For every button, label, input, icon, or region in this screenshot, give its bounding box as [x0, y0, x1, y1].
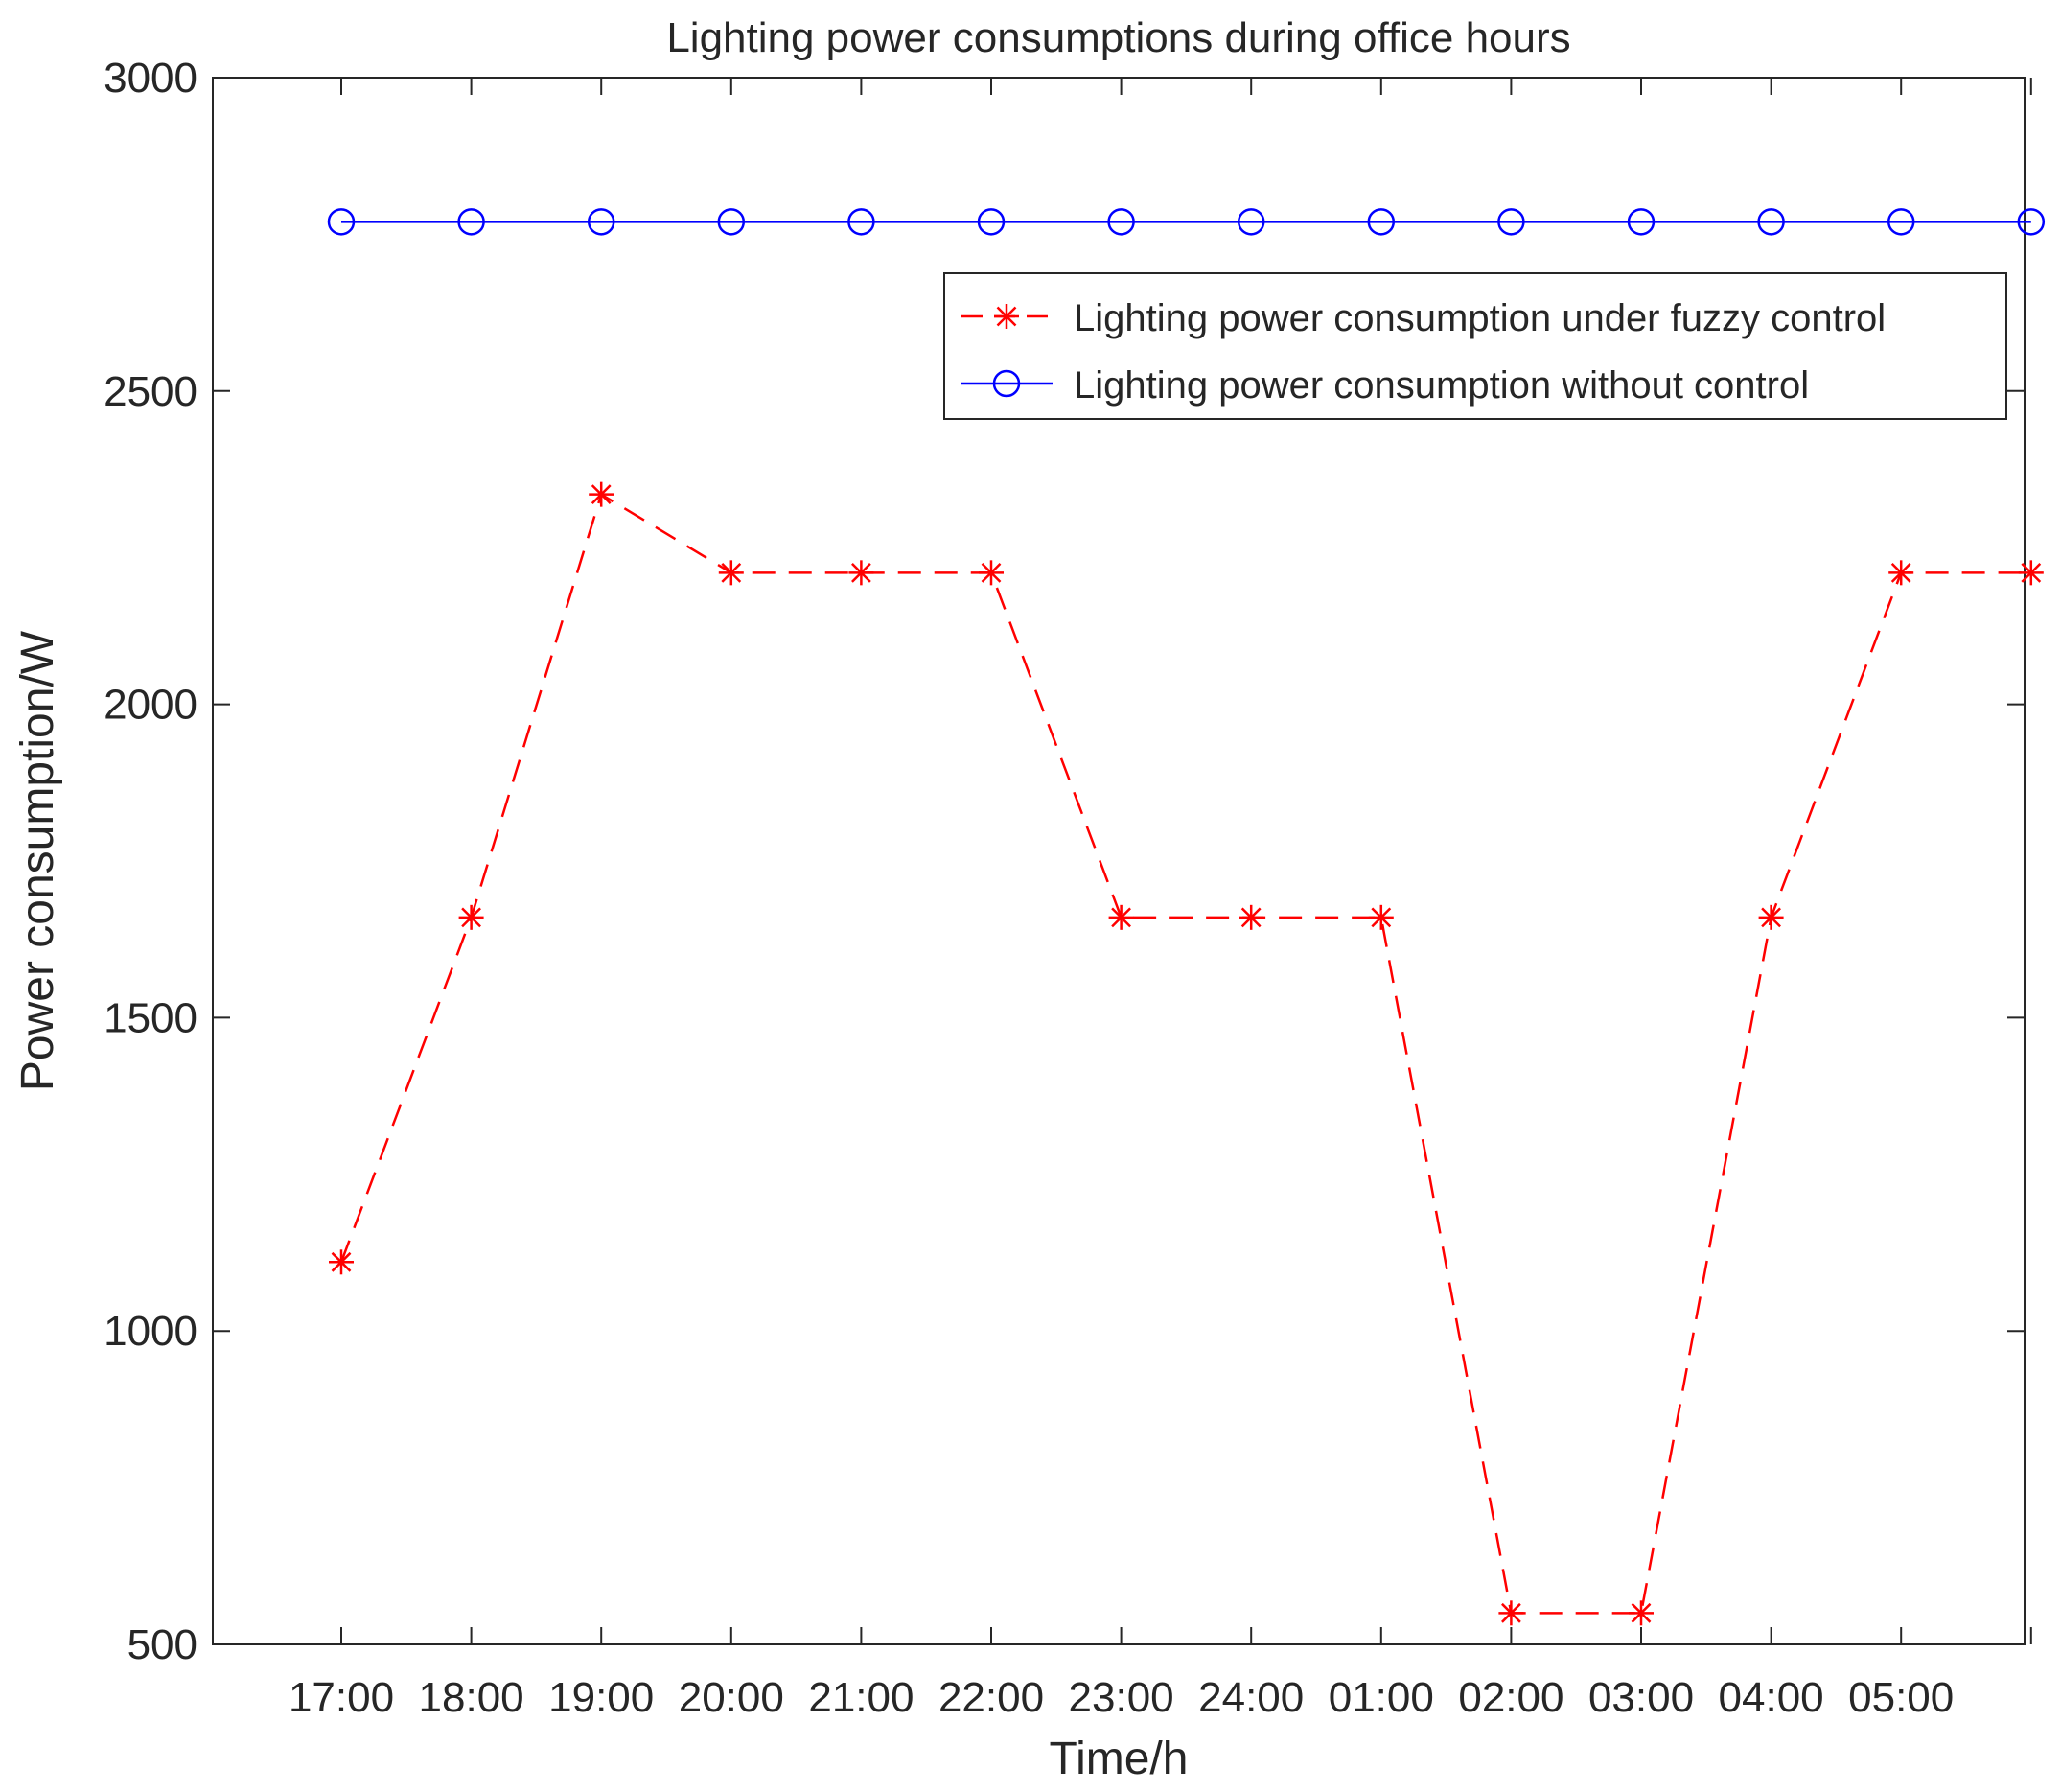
x-tick-label: 22:00: [938, 1674, 1044, 1721]
data-point: [457, 208, 485, 236]
y-tick-label: 2500: [104, 368, 197, 415]
x-tick-label: 24:00: [1198, 1674, 1304, 1721]
legend-entry: Lighting power consumption under fuzzy c…: [961, 297, 1886, 339]
x-tick-label: 19:00: [548, 1674, 654, 1721]
y-tick-label: 1000: [104, 1308, 197, 1355]
data-point: [1758, 904, 1784, 930]
data-point: [1498, 1600, 1524, 1626]
data-point: [979, 560, 1004, 586]
legend: Lighting power consumption under fuzzy c…: [943, 272, 2007, 420]
data-point: [1627, 208, 1656, 236]
data-point: [1629, 1600, 1654, 1626]
legend-marker: [994, 304, 1019, 329]
y-tick-label: 3000: [104, 55, 197, 102]
data-point: [1107, 208, 1135, 236]
data-point: [717, 208, 746, 236]
data-point: [2018, 560, 2044, 586]
x-tick-label: 23:00: [1069, 1674, 1174, 1721]
series-0: [329, 481, 2044, 1626]
x-tick-label: 18:00: [419, 1674, 524, 1721]
x-tick-label: 21:00: [808, 1674, 914, 1721]
data-point: [589, 481, 614, 507]
x-tick-label: 17:00: [289, 1674, 394, 1721]
x-tick-label: 20:00: [679, 1674, 784, 1721]
x-tick-label: 01:00: [1329, 1674, 1434, 1721]
data-point: [1237, 208, 1265, 236]
data-point: [848, 560, 874, 586]
y-axis-label: Power consumption/W: [12, 630, 63, 1091]
data-point: [1367, 208, 1396, 236]
data-point: [587, 208, 615, 236]
y-axis: 500 1000 1500 2000 2500 3000: [104, 55, 2025, 1668]
data-point: [977, 208, 1006, 236]
data-point: [1368, 904, 1394, 930]
x-tick-label: 02:00: [1458, 1674, 1563, 1721]
data-point: [718, 560, 744, 586]
data-point: [2017, 208, 2046, 236]
x-tick-label: 04:00: [1719, 1674, 1824, 1721]
legend-entry: Lighting power consumption without contr…: [961, 364, 1809, 407]
legend-marker: [992, 369, 1021, 398]
data-point: [1888, 560, 1914, 586]
data-point: [1757, 208, 1785, 236]
legend-label: Lighting power consumption under fuzzy c…: [1074, 297, 1886, 339]
data-point: [1497, 208, 1525, 236]
series-1: [327, 208, 2046, 236]
y-tick-label: 500: [127, 1621, 197, 1668]
data-point: [1887, 208, 1915, 236]
y-tick-label: 2000: [104, 682, 197, 729]
chart-title: Lighting power consumptions during offic…: [666, 14, 1570, 61]
data-point: [1108, 904, 1134, 930]
legend-box: [943, 272, 2007, 420]
x-tick-label: 03:00: [1588, 1674, 1694, 1721]
x-axis-label: Time/h: [1050, 1734, 1189, 1784]
series-line: [339, 492, 2031, 1615]
data-point: [847, 208, 875, 236]
data-point: [327, 208, 356, 236]
y-tick-label: 1500: [104, 994, 197, 1041]
data-point: [1239, 904, 1264, 930]
x-tick-label: 05:00: [1848, 1674, 1954, 1721]
legend-label: Lighting power consumption without contr…: [1074, 364, 1809, 407]
data-point: [329, 1249, 354, 1275]
x-axis: 17:00 18:00 19:00 20:00 21:00 22:00 23:00 24:00…: [289, 78, 2032, 1721]
data-point: [458, 904, 484, 930]
series-layer: [327, 208, 2046, 1626]
